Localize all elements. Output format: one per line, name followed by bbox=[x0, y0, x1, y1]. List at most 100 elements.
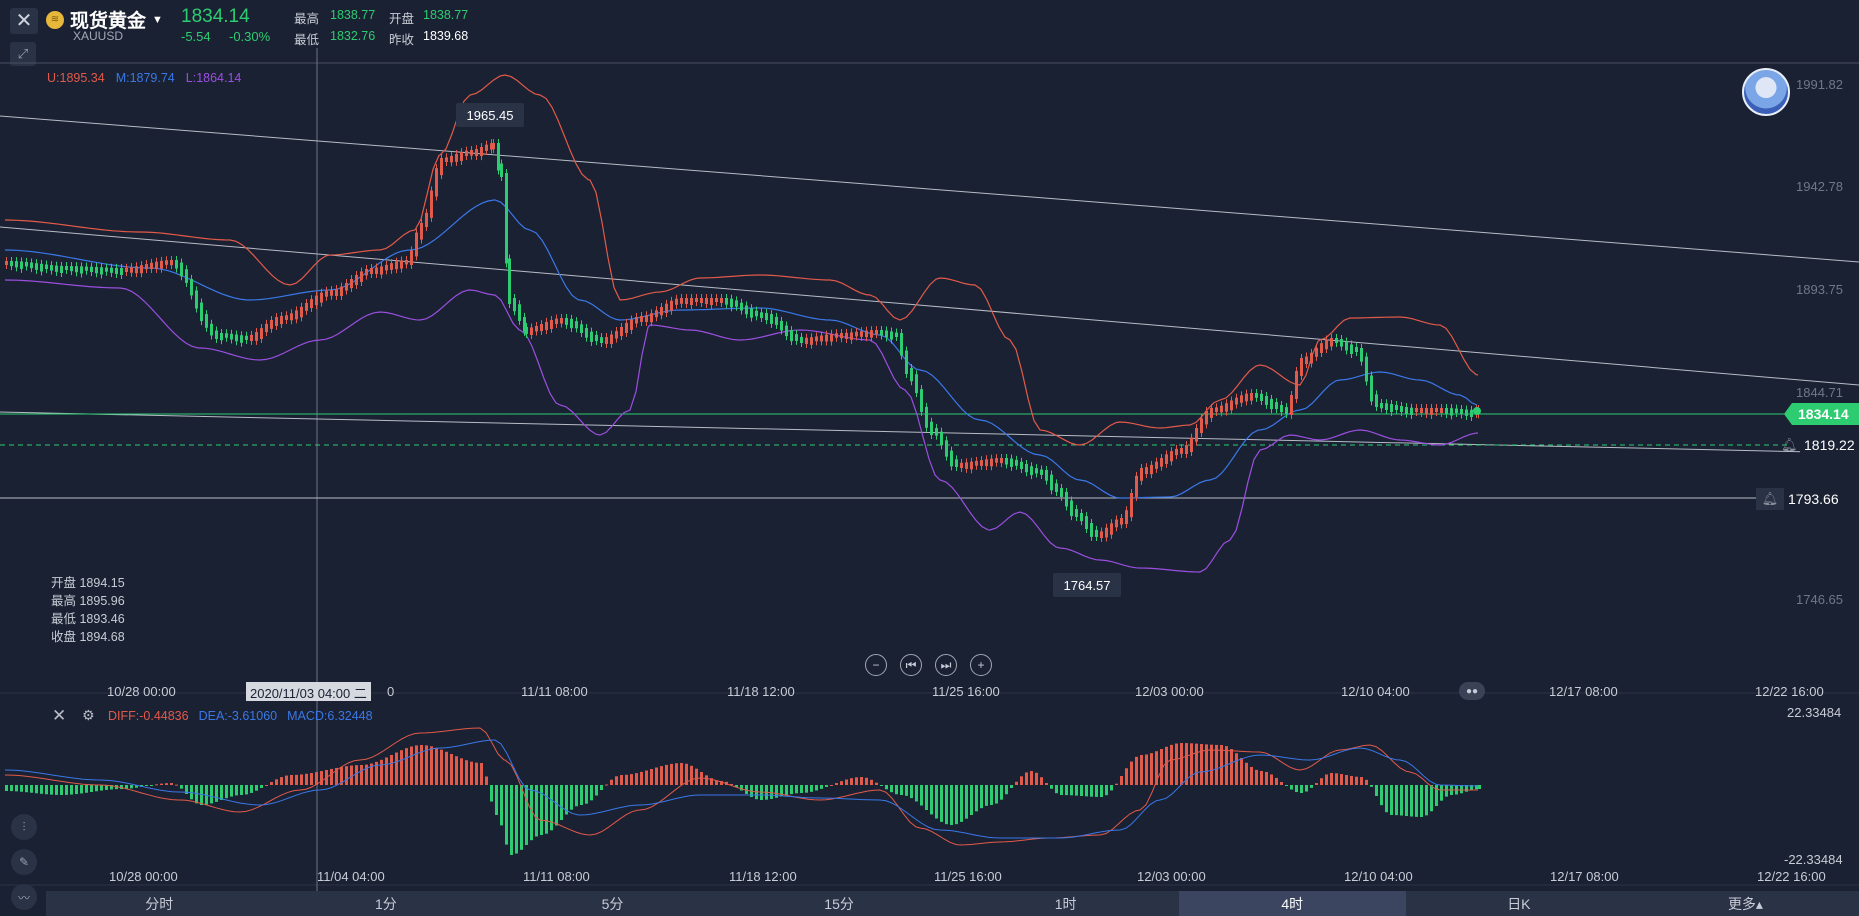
macd-bar bbox=[350, 765, 353, 785]
macd-bar bbox=[165, 783, 168, 785]
macd-bar bbox=[1220, 745, 1223, 785]
trendline-middle[interactable] bbox=[0, 226, 1859, 386]
jump-end-button[interactable]: ⏭ bbox=[935, 654, 957, 676]
candle bbox=[785, 325, 788, 337]
macd-legend: DIFF:-0.44836 DEA:-3.61060 MACD:6.32448 bbox=[108, 709, 373, 723]
macd-bar bbox=[305, 773, 308, 785]
alert-bell-button[interactable]: 🔔︎ bbox=[1756, 488, 1784, 510]
macd-bar bbox=[410, 746, 413, 785]
x-tick: 11/04 04:00 bbox=[317, 869, 385, 884]
candle bbox=[340, 286, 343, 297]
macd-bar bbox=[1280, 782, 1283, 785]
macd-bar bbox=[1355, 776, 1358, 785]
macd-bar bbox=[530, 785, 533, 841]
candle bbox=[1310, 352, 1313, 364]
candle bbox=[955, 459, 958, 467]
candle bbox=[470, 150, 473, 156]
avatar[interactable] bbox=[1742, 68, 1790, 116]
jump-start-button[interactable]: ⏮ bbox=[900, 654, 922, 676]
x-tick: 11/25 16:00 bbox=[932, 684, 1000, 699]
candle bbox=[1220, 405, 1223, 413]
zoom-out-button[interactable]: − bbox=[865, 654, 887, 676]
candle bbox=[485, 144, 488, 151]
macd-bar bbox=[825, 785, 828, 787]
candle bbox=[80, 266, 83, 274]
macd-bar bbox=[1305, 785, 1308, 792]
candle bbox=[508, 258, 511, 304]
candle bbox=[400, 260, 403, 269]
macd-bar bbox=[1080, 785, 1083, 796]
macd-bar bbox=[1245, 762, 1248, 785]
candle bbox=[345, 283, 348, 291]
macd-bar bbox=[985, 785, 988, 806]
link-toggle-icon[interactable]: ●● bbox=[1459, 682, 1485, 700]
price-axis-label: 1942.78 bbox=[1796, 179, 1843, 194]
chevron-down-icon[interactable]: ▼ bbox=[152, 13, 163, 26]
macd-bar bbox=[205, 785, 208, 805]
macd-bar bbox=[960, 785, 963, 822]
candle bbox=[450, 155, 453, 163]
candle bbox=[1035, 468, 1038, 474]
tab-4hour[interactable]: 4时 bbox=[1178, 891, 1406, 916]
macd-bar bbox=[1065, 785, 1068, 796]
zoom-in-button[interactable]: + bbox=[970, 654, 992, 676]
indicator-icon[interactable]: ⫶ bbox=[11, 814, 37, 840]
tab-1hour[interactable]: 1时 bbox=[1054, 895, 1077, 912]
close-icon[interactable]: ✕ bbox=[10, 8, 38, 34]
macd-bar bbox=[5, 785, 8, 791]
candle bbox=[545, 321, 548, 331]
macd-bar bbox=[155, 784, 158, 786]
tab-15min[interactable]: 15分 bbox=[824, 895, 854, 912]
macd-bar bbox=[1380, 785, 1383, 806]
tab-timeshare[interactable]: 分时 bbox=[145, 895, 174, 912]
candle bbox=[915, 374, 918, 394]
candle bbox=[1020, 461, 1023, 469]
macd-bar bbox=[970, 785, 973, 815]
candle bbox=[1245, 393, 1248, 402]
candle bbox=[1200, 418, 1203, 433]
macd-bar bbox=[1478, 785, 1481, 789]
tab-more[interactable]: 更多▴ bbox=[1727, 895, 1763, 912]
macd-bar bbox=[1310, 785, 1313, 788]
trendline-lower[interactable] bbox=[0, 411, 1859, 454]
macd-bar bbox=[1150, 753, 1153, 785]
macd-bar bbox=[905, 785, 908, 796]
x-tick: 12/17 08:00 bbox=[1549, 684, 1618, 699]
tab-1min[interactable]: 1分 bbox=[374, 895, 397, 912]
trendline-upper[interactable] bbox=[0, 115, 1859, 263]
macd-bar bbox=[185, 785, 188, 794]
symbol-selector[interactable]: ≋ 现货黄金 ▼ bbox=[46, 6, 163, 33]
candle bbox=[770, 314, 773, 324]
macd-bar bbox=[125, 785, 128, 789]
macd-bar bbox=[60, 785, 63, 795]
candle bbox=[620, 327, 623, 337]
bell-icon[interactable]: 🔔︎ bbox=[1781, 437, 1798, 452]
macd-bar bbox=[980, 785, 983, 809]
candle bbox=[310, 299, 313, 308]
macd-bar bbox=[360, 765, 363, 785]
tab-daily[interactable]: 日K bbox=[1507, 895, 1531, 912]
gear-icon[interactable]: ⚙ bbox=[82, 707, 95, 723]
candle bbox=[85, 266, 88, 271]
pencil-icon[interactable]: ✎ bbox=[11, 849, 37, 875]
alert-price-tag[interactable]: 1819.22 bbox=[1800, 434, 1859, 456]
macd-bar bbox=[570, 785, 573, 810]
close-indicator-icon[interactable]: ✕ bbox=[52, 706, 67, 725]
candle bbox=[1380, 403, 1383, 409]
alert-price-tag[interactable]: 1793.66 bbox=[1784, 488, 1859, 510]
drawing-tool-icon[interactable]: ⤢ bbox=[10, 42, 36, 66]
chart-type-icon[interactable]: 〰 bbox=[11, 884, 37, 910]
candle bbox=[800, 336, 803, 343]
candle bbox=[305, 303, 308, 311]
macd-bar bbox=[620, 775, 623, 785]
ohlc-high: 最高 1895.96 bbox=[51, 594, 125, 608]
candle bbox=[910, 368, 913, 382]
macd-bar bbox=[505, 785, 508, 845]
macd-bar bbox=[1075, 785, 1078, 796]
tab-5min[interactable]: 5分 bbox=[601, 895, 624, 912]
macd-bar bbox=[995, 785, 998, 804]
macd-bar bbox=[490, 785, 493, 802]
macd-bar bbox=[1365, 779, 1368, 785]
macd-bar bbox=[400, 750, 403, 785]
